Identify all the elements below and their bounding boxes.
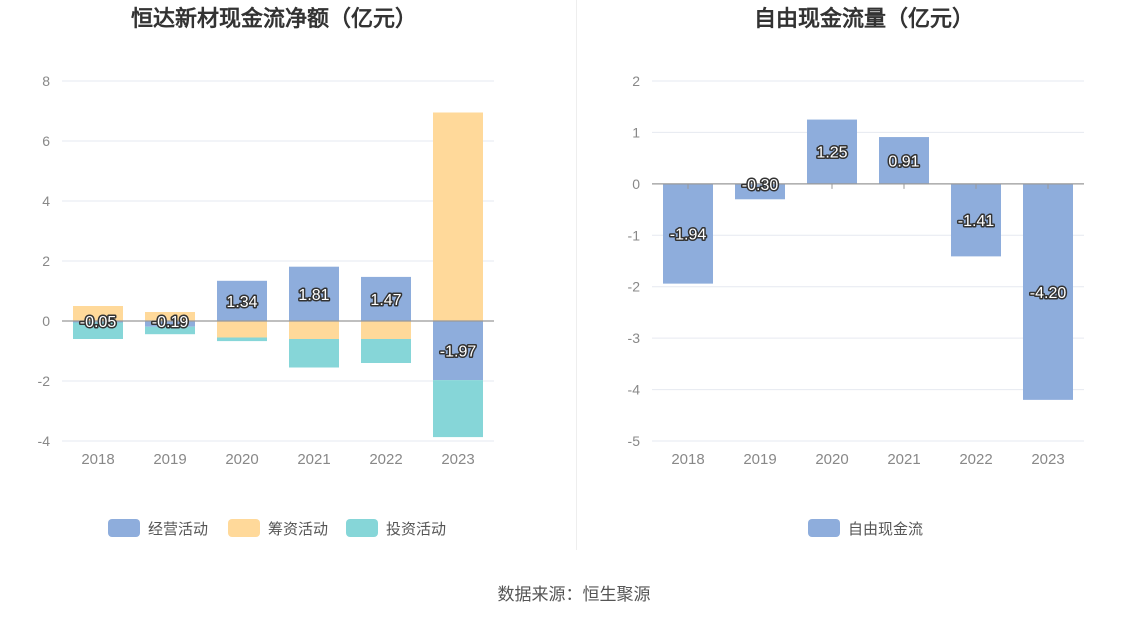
x-tick-label: 2019 <box>743 451 776 468</box>
y-tick-label: 8 <box>42 73 50 89</box>
data-label: -1.41 <box>958 213 995 230</box>
data-label: -0.19 <box>152 314 189 331</box>
bar-free-cash-flow <box>951 183 1001 257</box>
bar-investing <box>145 326 195 335</box>
data-label: -0.05 <box>80 314 117 331</box>
legend-swatch <box>108 519 140 537</box>
y-tick-label: -3 <box>628 330 641 346</box>
x-tick-label: 2018 <box>671 451 704 468</box>
bar-free-cash-flow <box>1023 183 1073 400</box>
x-tick-label: 2021 <box>297 451 330 468</box>
bar-financing <box>361 321 411 339</box>
y-tick-label: 1 <box>632 124 640 140</box>
legend-swatch <box>346 519 378 537</box>
chart-title-2: 自由现金流量（亿元） <box>754 6 974 32</box>
bar-operating <box>289 266 339 321</box>
bar-financing <box>433 112 483 321</box>
bar-investing <box>361 339 411 363</box>
bar-operating <box>217 280 267 321</box>
data-label: 1.81 <box>298 287 329 304</box>
bar-financing <box>145 312 195 321</box>
x-tick-label: 2023 <box>1031 451 1064 468</box>
bar-financing <box>217 321 267 338</box>
y-tick-label: 0 <box>632 176 640 192</box>
y-tick-label: 6 <box>42 133 50 149</box>
y-tick-label: -1 <box>628 227 641 243</box>
legend-label: 经营活动 <box>148 520 208 538</box>
bar-free-cash-flow <box>879 137 929 184</box>
bar-free-cash-flow <box>735 183 785 200</box>
y-tick-label: -4 <box>628 382 641 398</box>
bar-investing <box>73 322 123 339</box>
legend-swatch <box>808 519 840 537</box>
x-tick-label: 2019 <box>153 451 186 468</box>
chart-title-1: 恒达新材现金流净额（亿元） <box>131 6 417 32</box>
data-label: 1.25 <box>816 145 847 162</box>
bar-operating <box>145 321 195 327</box>
data-label: -0.30 <box>742 177 779 194</box>
y-tick-label: 4 <box>42 193 50 209</box>
y-tick-label: 2 <box>632 73 640 89</box>
x-tick-label: 2022 <box>959 451 992 468</box>
data-label: -1.94 <box>670 227 707 244</box>
bar-investing <box>217 337 267 342</box>
bar-financing <box>73 306 123 321</box>
x-tick-label: 2020 <box>815 451 848 468</box>
bar-financing <box>289 321 339 339</box>
y-tick-label: 0 <box>42 313 50 329</box>
x-tick-label: 2018 <box>81 451 114 468</box>
data-label: -4.20 <box>1030 285 1067 302</box>
bar-investing <box>433 380 483 438</box>
data-label: 1.47 <box>370 292 401 309</box>
bar-operating <box>73 321 123 323</box>
bar-free-cash-flow <box>807 119 857 184</box>
panel-divider <box>576 0 577 550</box>
data-source-text: 数据来源：恒生聚源 <box>497 585 651 605</box>
bar-free-cash-flow <box>663 183 713 284</box>
y-tick-label: -5 <box>628 433 641 449</box>
y-tick-label: -4 <box>38 433 51 449</box>
x-tick-label: 2020 <box>225 451 258 468</box>
legend-swatch <box>228 519 260 537</box>
x-tick-label: 2023 <box>441 451 474 468</box>
legend-label: 投资活动 <box>386 520 446 538</box>
data-label: 0.91 <box>888 153 919 170</box>
data-label: -1.97 <box>440 344 477 361</box>
bar-operating <box>433 321 483 381</box>
x-tick-label: 2022 <box>369 451 402 468</box>
legend-label: 自由现金流 <box>848 520 923 538</box>
x-tick-label: 2021 <box>887 451 920 468</box>
y-tick-label: -2 <box>38 373 51 389</box>
y-tick-label: -2 <box>628 279 641 295</box>
data-label: 1.34 <box>226 294 257 311</box>
legend-label: 筹资活动 <box>268 520 328 538</box>
bar-investing <box>289 339 339 368</box>
bar-operating <box>361 276 411 321</box>
y-tick-label: 2 <box>42 253 50 269</box>
